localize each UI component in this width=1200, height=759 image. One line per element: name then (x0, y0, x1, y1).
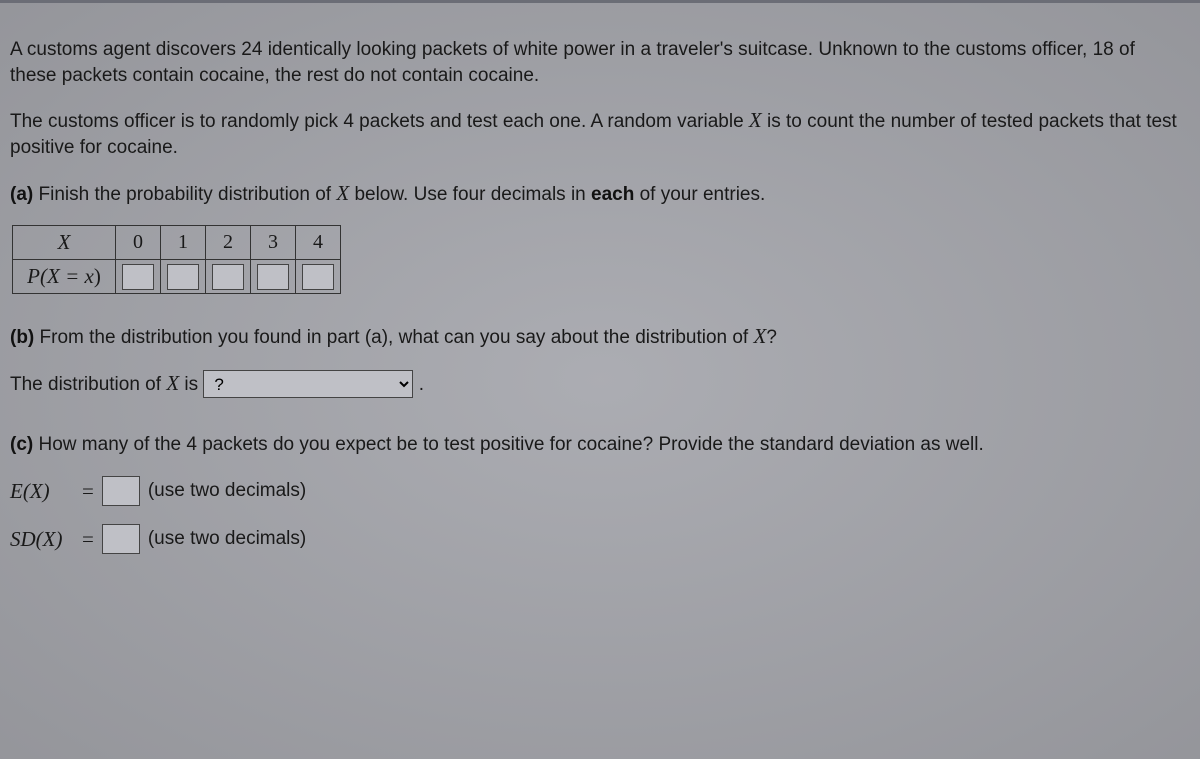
col-3: 3 (251, 226, 296, 260)
sd-label: SD(X) (10, 525, 74, 553)
intro-paragraph-2: The customs officer is to randomly pick … (10, 106, 1184, 160)
partc-label: (c) (10, 434, 33, 455)
parta-pre: Finish the probability distribution of (33, 184, 336, 205)
sd-hint: (use two decimals) (148, 526, 306, 552)
partb-label: (b) (10, 327, 34, 348)
intro2-pre: The customs officer is to randomly pick … (10, 111, 749, 132)
partc-text: How many of the 4 packets do you expect … (33, 434, 984, 455)
ex-input[interactable] (102, 476, 140, 506)
col-0: 0 (116, 226, 161, 260)
dist-var: X (166, 371, 179, 395)
parta-each: each (591, 184, 634, 205)
partb-post: ? (766, 327, 777, 348)
intro-paragraph-1: A customs agent discovers 24 identically… (10, 37, 1184, 88)
dist-pre: The distribution of (10, 374, 166, 395)
table-header-x: X (58, 230, 71, 254)
ex-label: E(X) (10, 477, 74, 505)
parta-label: (a) (10, 184, 33, 205)
parta-mid: below. Use four decimals in (349, 184, 591, 205)
distribution-dropdown[interactable]: ? (203, 370, 413, 398)
sd-input[interactable] (102, 524, 140, 554)
distribution-sentence: The distribution of X is ? . (10, 369, 1184, 399)
intro2-var: X (749, 108, 762, 132)
part-b-prompt: (b) From the distribution you found in p… (10, 322, 1184, 351)
p3-input[interactable] (257, 264, 289, 290)
col-1: 1 (161, 226, 206, 260)
part-a-prompt: (a) Finish the probability distribution … (10, 179, 1184, 208)
px-pre: P(X = (27, 264, 84, 288)
ex-equals: = (82, 477, 94, 505)
px-post: ) (94, 264, 101, 288)
period: . (419, 374, 424, 395)
dist-post: is (179, 374, 203, 395)
p2-input[interactable] (212, 264, 244, 290)
col-4: 4 (296, 226, 341, 260)
partb-var: X (754, 324, 767, 348)
px-var: x (85, 264, 94, 288)
part-c-prompt: (c) How many of the 4 packets do you exp… (10, 432, 1184, 458)
ex-hint: (use two decimals) (148, 478, 306, 504)
partb-pre: From the distribution you found in part … (34, 327, 753, 348)
p4-input[interactable] (302, 264, 334, 290)
p1-input[interactable] (167, 264, 199, 290)
parta-post: of your entries. (634, 184, 765, 205)
col-2: 2 (206, 226, 251, 260)
p0-input[interactable] (122, 264, 154, 290)
sd-equals: = (82, 525, 94, 553)
distribution-table: X 0 1 2 3 4 P(X = x) (12, 225, 341, 294)
ex-row: E(X) = (use two decimals) (10, 476, 1184, 506)
parta-var: X (336, 181, 349, 205)
sd-row: SD(X) = (use two decimals) (10, 524, 1184, 554)
